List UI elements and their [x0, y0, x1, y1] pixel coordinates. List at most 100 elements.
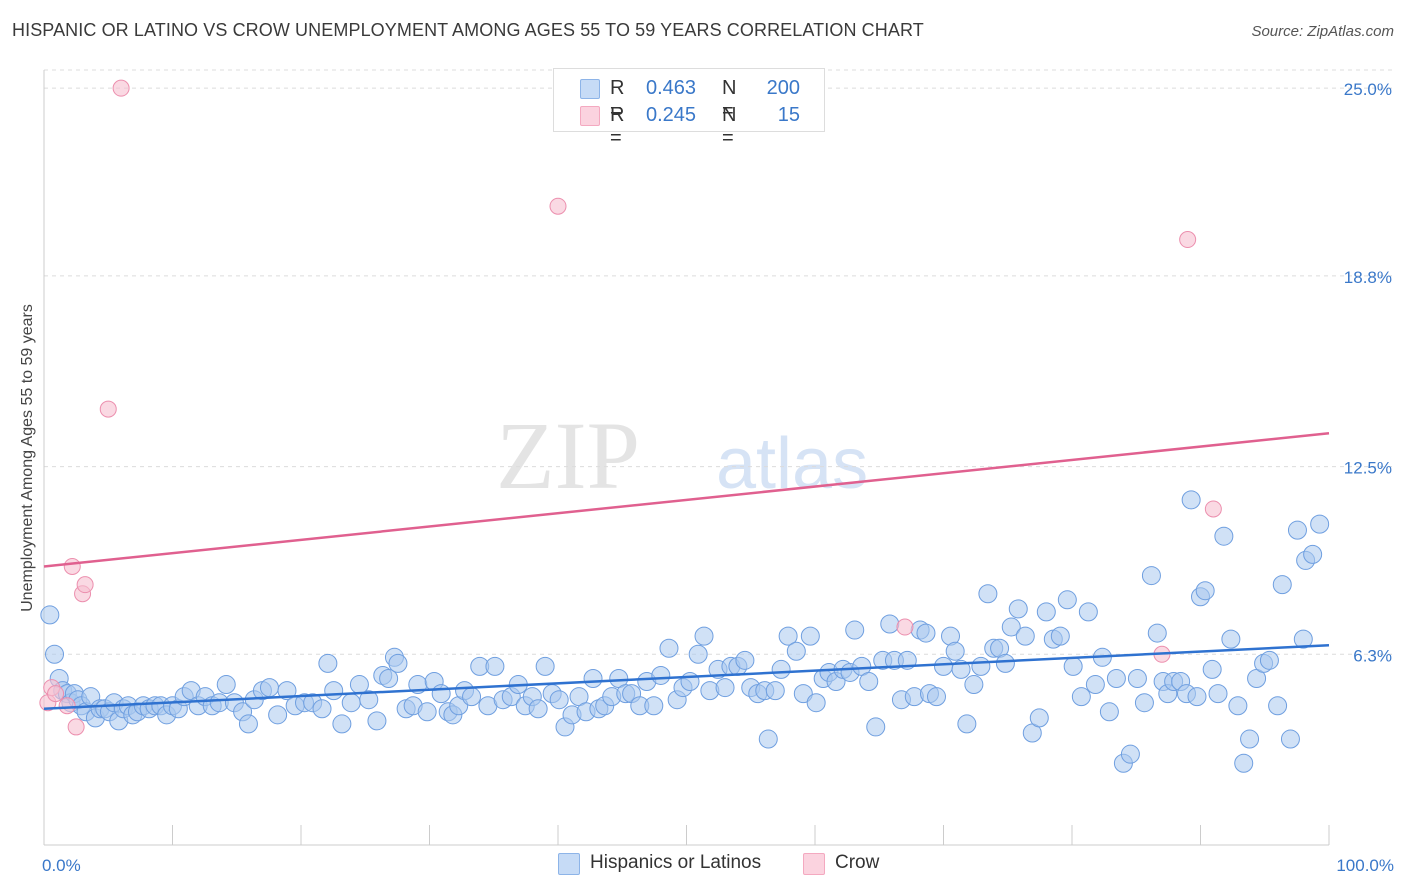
hispanic-point: [1085, 675, 1105, 695]
hispanic-point: [379, 668, 399, 688]
hispanic-point: [528, 699, 548, 719]
source-label: Source: ZipAtlas.com: [1251, 23, 1394, 40]
hispanic-point: [971, 656, 991, 676]
hispanic-point: [238, 714, 258, 734]
hispanic-point: [1120, 744, 1140, 764]
tick-labels: 6.3% 12.5% 18.8% 25.0% 0.0% 100.0%: [42, 80, 1394, 875]
hispanic-point: [793, 684, 813, 704]
hispanic-point: [1195, 581, 1215, 601]
stats-legend: R = 0.463 N = 200 R = 0.245 N = 15: [553, 68, 825, 149]
legend-n-value: 200: [766, 77, 800, 99]
hispanic-point: [216, 675, 236, 695]
crow-point: [67, 718, 85, 736]
legend-r-label: R =: [610, 77, 625, 122]
hispanic-point: [651, 665, 671, 685]
hispanic-point: [1029, 708, 1049, 728]
hispanic-point: [866, 717, 886, 737]
crow-point: [63, 557, 81, 575]
hispanic-point: [934, 656, 953, 676]
crow-point: [549, 197, 567, 215]
hispanic-point: [1050, 626, 1070, 646]
x-tick-label: 0.0%: [42, 856, 81, 875]
y-tick-label: 25.0%: [1344, 80, 1392, 99]
hispanic-point: [778, 626, 798, 646]
hispanic-point: [644, 696, 664, 716]
crow-point: [1179, 231, 1197, 249]
bottom-legend-label: Crow: [835, 852, 880, 873]
hispanic-point: [1078, 602, 1098, 622]
hispanic-point: [332, 714, 352, 734]
hispanic-point: [1202, 659, 1222, 679]
hispanic-point: [880, 614, 900, 634]
hispanic-point: [549, 690, 569, 710]
crow-trend-line: [43, 432, 1330, 568]
hispanic-point: [1015, 626, 1035, 646]
hispanic-point: [1310, 514, 1330, 534]
hispanic-point: [45, 644, 65, 664]
hispanic-point: [945, 641, 965, 661]
crow-point: [76, 576, 94, 594]
hispanic-point: [1228, 696, 1248, 716]
hispanic-point: [694, 626, 714, 646]
hispanic-point: [277, 681, 297, 701]
hispanic-point: [259, 678, 279, 698]
hispanic-point: [1208, 684, 1228, 704]
hispanic-point: [978, 584, 998, 604]
hispanic-point: [735, 650, 755, 670]
legend-swatch-pink: [580, 106, 600, 126]
hispanic-point: [318, 653, 338, 673]
legend-r-value: 0.245: [646, 104, 697, 126]
hispanic-point: [1099, 702, 1119, 722]
hispanic-point: [431, 684, 451, 704]
hispanic-point: [1240, 729, 1260, 749]
hispanic-point: [765, 681, 785, 701]
legend-r-value: 0.463: [646, 77, 697, 99]
crow-points: [39, 79, 1222, 736]
x-tick-label: 100.0%: [1336, 856, 1394, 875]
hispanic-point: [951, 659, 971, 679]
crow-point: [1204, 500, 1222, 518]
hispanic-point: [800, 626, 820, 646]
hispanic-point: [1259, 650, 1279, 670]
hispanic-point: [1287, 520, 1307, 540]
hispanic-point: [1106, 668, 1126, 688]
hispanic-point: [417, 702, 437, 722]
hispanic-point: [1001, 617, 1021, 637]
hispanic-point: [1181, 490, 1201, 510]
legend-swatch-blue: [580, 79, 600, 99]
hispanic-point: [1268, 696, 1288, 716]
hispanic-points: [40, 490, 1330, 773]
hispanic-point: [659, 638, 679, 658]
hispanic-point: [786, 641, 806, 661]
hispanic-point: [1036, 602, 1056, 622]
hispanic-point: [324, 681, 344, 701]
hispanic-point: [1141, 566, 1161, 586]
hispanic-point: [1293, 629, 1313, 649]
crow-point: [896, 618, 914, 636]
y-tick-label: 18.8%: [1344, 268, 1392, 287]
hispanic-point: [859, 672, 879, 692]
hispanic-point: [1063, 656, 1083, 676]
hispanic-point: [535, 656, 555, 676]
hispanic-point: [1008, 599, 1028, 619]
hispanic-point: [1303, 544, 1323, 564]
hispanic-point: [715, 678, 735, 698]
hispanic-point: [1057, 590, 1077, 610]
hispanic-point: [806, 693, 826, 713]
watermark-atlas: atlas: [716, 424, 868, 504]
hispanic-point: [312, 699, 332, 719]
hispanic-point: [964, 675, 984, 695]
crow-point: [58, 697, 76, 715]
bottom-legend-swatch-pink: [803, 853, 825, 875]
y-axis-label: Unemployment Among Ages 55 to 59 years: [19, 304, 36, 612]
hispanic-point: [926, 687, 946, 707]
y-tick-label: 12.5%: [1344, 459, 1392, 478]
hispanic-point: [462, 687, 482, 707]
hispanic-point: [1234, 753, 1254, 773]
hispanic-point: [583, 668, 603, 688]
legend-n-label: N =: [722, 77, 737, 122]
hispanic-point: [1280, 729, 1300, 749]
hispanic-point: [845, 620, 865, 640]
hispanic-point: [359, 690, 379, 710]
